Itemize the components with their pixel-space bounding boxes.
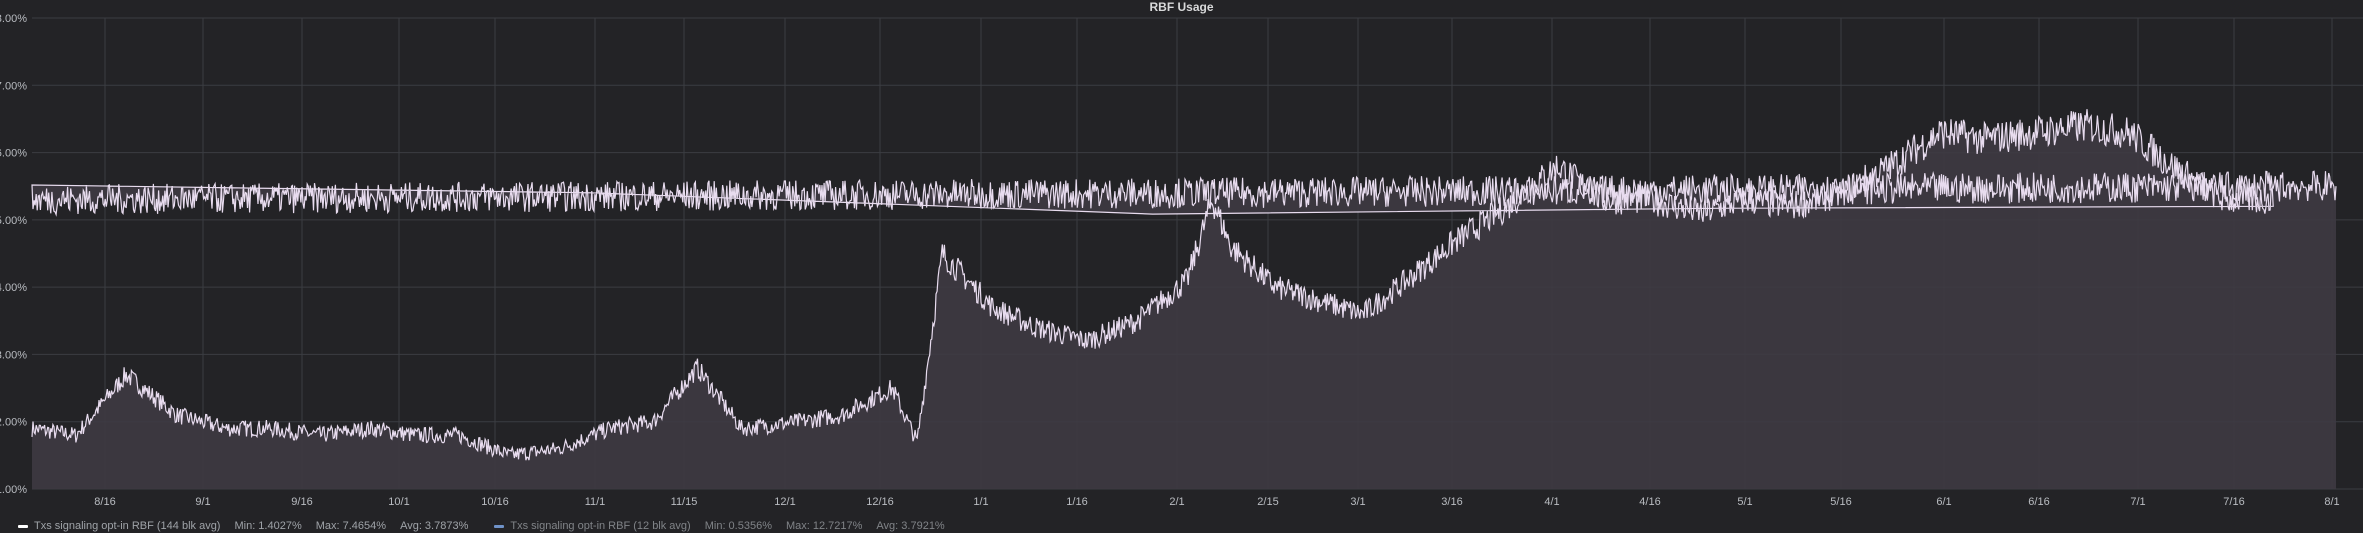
x-tick-label: 7/1	[2130, 496, 2145, 508]
x-tick-label: 11/15	[671, 496, 698, 508]
panel-title: RBF Usage	[1149, 0, 1214, 14]
y-tick-label: 1.00%	[0, 484, 27, 496]
x-tick-label: 5/1	[1737, 496, 1752, 508]
x-tick-label: 4/1	[1544, 496, 1559, 508]
legend-min-144blk: Min: 1.4027%	[234, 520, 302, 532]
legend-avg-144blk: Avg: 3.7873%	[400, 520, 469, 532]
x-tick-label: 3/1	[1350, 496, 1365, 508]
y-tick-label: 7.00%	[0, 80, 27, 92]
legend-item-144blk[interactable]: Txs signaling opt-in RBF (144 blk avg) M…	[18, 520, 468, 532]
x-tick-label: 9/16	[291, 496, 312, 508]
y-tick-label: 4.00%	[0, 282, 27, 294]
x-tick-label: 6/1	[1936, 496, 1951, 508]
x-tick-label: 4/16	[1639, 496, 1660, 508]
y-tick-label: 5.00%	[0, 215, 27, 227]
x-tick-label: 8/1	[2324, 496, 2339, 508]
legend-max-144blk: Max: 7.4654%	[315, 520, 387, 532]
y-tick-label: 8.00%	[0, 13, 27, 25]
legend-avg-12blk: Avg: 3.7921%	[876, 520, 945, 532]
x-tick-label: 7/16	[2223, 496, 2244, 508]
x-tick-label: 12/1	[774, 496, 795, 508]
legend-max-12blk: Max: 12.7217%	[785, 520, 863, 532]
x-tick-label: 11/1	[585, 496, 606, 508]
x-tick-label: 10/1	[388, 496, 409, 508]
x-tick-label: 3/16	[1441, 496, 1462, 508]
x-tick-label: 1/16	[1066, 496, 1087, 508]
legend-swatch-12blk	[494, 524, 505, 528]
x-tick-label: 2/1	[1169, 496, 1184, 508]
y-tick-label: 3.00%	[0, 349, 27, 361]
legend-swatch-144blk	[18, 524, 28, 528]
legend-min-12blk: Min: 0.5356%	[704, 520, 772, 532]
x-tick-label: 9/1	[195, 496, 210, 508]
x-tick-label: 8/16	[94, 496, 115, 508]
y-tick-label: 6.00%	[0, 148, 27, 160]
x-tick-label: 2/15	[1257, 496, 1278, 508]
series-line-144blk	[31, 109, 2337, 461]
legend: Txs signaling opt-in RBF (144 blk avg) M…	[18, 519, 945, 533]
x-axis: 8/16 9/1 9/16 10/1 10/16 11/1 11/15 12/1 12/16 1/…	[94, 496, 2339, 508]
y-axis: 1.00% 2.00% 3.00% 4.00% 5.00% 6.00% 7.00% 8.00%	[0, 13, 27, 496]
legend-item-12blk[interactable]: Txs signaling opt-in RBF (12 blk avg) Mi…	[494, 520, 945, 532]
legend-label-12blk: Txs signaling opt-in RBF (12 blk avg)	[510, 520, 691, 532]
x-tick-label: 12/16	[866, 496, 894, 508]
series-area-144blk	[32, 109, 2336, 489]
x-tick-label: 1/1	[973, 496, 988, 508]
legend-label-144blk: Txs signaling opt-in RBF (144 blk avg)	[34, 520, 221, 532]
x-tick-label: 5/16	[1830, 496, 1851, 508]
rbf-usage-chart[interactable]: 1.00% 2.00% 3.00% 4.00% 5.00% 6.00% 7.00% 8.00%…	[0, 0, 2363, 516]
y-tick-label: 2.00%	[0, 417, 27, 429]
x-tick-label: 6/16	[2028, 496, 2049, 508]
x-tick-label: 10/16	[481, 496, 509, 508]
